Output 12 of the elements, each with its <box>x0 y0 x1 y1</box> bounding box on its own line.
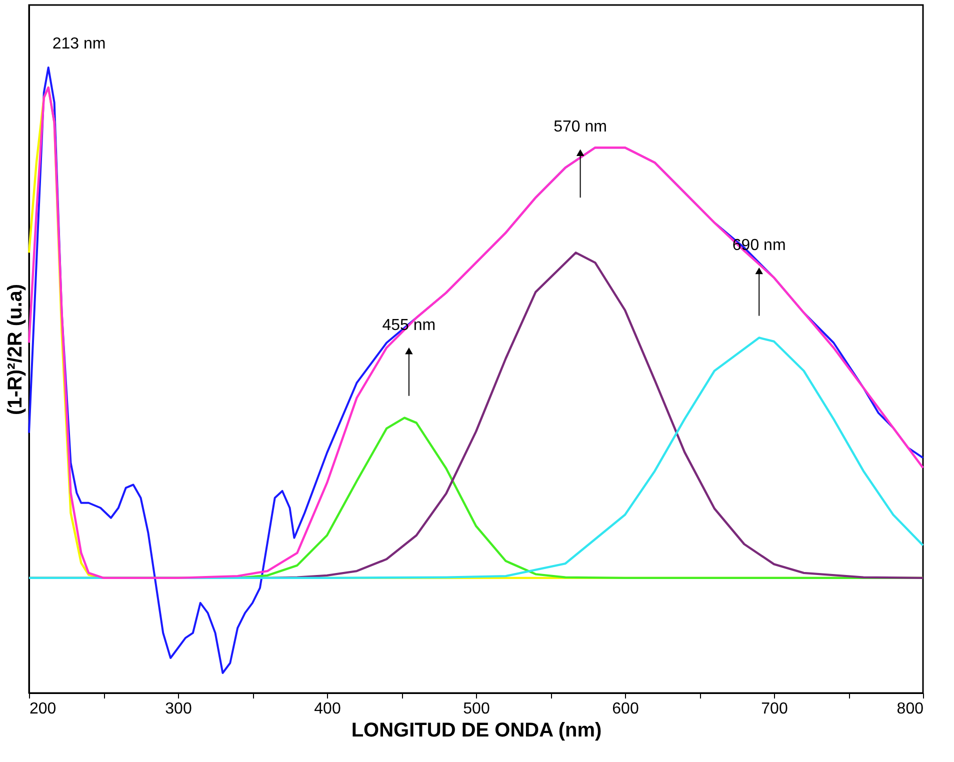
x-tick-label: 600 <box>612 700 639 718</box>
x-tick-label: 800 <box>896 700 924 718</box>
x-tick-label: 200 <box>30 700 56 718</box>
annotation: 455 nm <box>382 316 436 334</box>
x-axis-title: LONGITUD DE ONDA (nm) <box>351 720 602 742</box>
y-axis-title: (1-R)²/2R (u.a) <box>4 284 26 416</box>
x-tick-label: 500 <box>463 700 490 718</box>
annotation: 570 nm <box>554 118 607 136</box>
annotation: 213 nm <box>52 36 106 53</box>
x-tick-label: 400 <box>314 700 341 718</box>
x-tick-label: 300 <box>165 700 192 718</box>
x-tick-label: 700 <box>761 700 788 718</box>
